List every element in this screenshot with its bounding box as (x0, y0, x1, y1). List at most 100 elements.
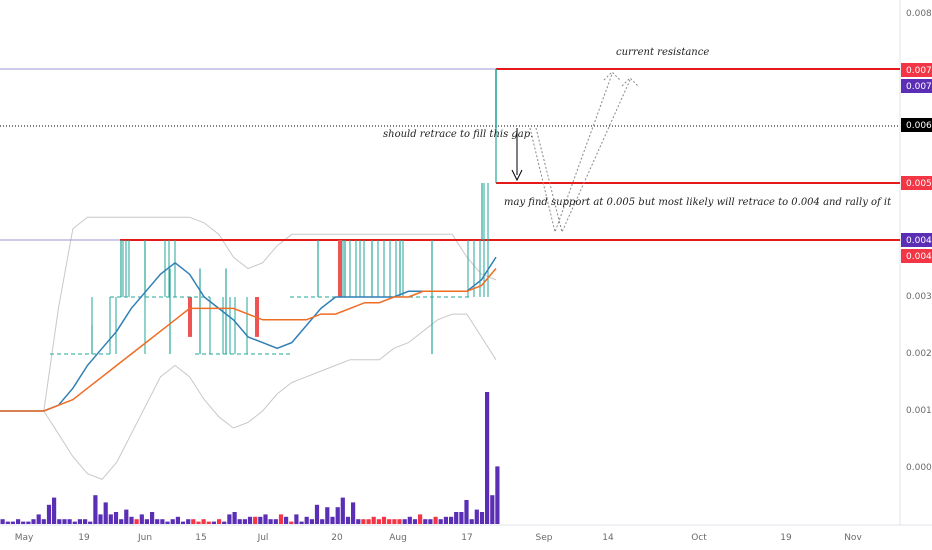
volume-bar (351, 502, 356, 524)
volume-bar (170, 519, 175, 524)
volume-bar (139, 514, 144, 524)
volume-bar (418, 514, 423, 524)
x-tick-label: Jun (137, 533, 152, 543)
volume-bar (284, 516, 289, 524)
volume-bar (438, 519, 443, 524)
x-tick-label: Oct (691, 533, 707, 543)
volume-bar (46, 504, 52, 524)
volume-bar (232, 512, 237, 524)
volume-bar (320, 519, 325, 524)
volume-bar (144, 519, 149, 524)
volume-bar (299, 521, 304, 524)
price-bar (188, 297, 192, 337)
y-tick-label: 0.000 (906, 463, 932, 473)
volume-bar (371, 516, 376, 524)
band-line (0, 313, 497, 480)
volume-bar (294, 514, 299, 524)
volume-bar (412, 519, 418, 524)
volume-bar (88, 521, 93, 524)
y-tick-label: 0.002 (906, 349, 932, 359)
volume-bar (186, 519, 191, 524)
x-tick-label: 17 (461, 533, 472, 543)
chart-annotation: current resistance (616, 47, 709, 58)
volume-bar (443, 516, 448, 524)
volume-bar (381, 516, 387, 524)
volume-bar (278, 514, 284, 524)
volume-bar (180, 521, 186, 524)
volume-bar (41, 519, 46, 524)
volume-bar (57, 519, 62, 524)
volume-bar (72, 521, 77, 524)
volume-bar (93, 495, 98, 524)
volume-bar (237, 519, 242, 524)
volume-bar (449, 516, 454, 524)
price-tag-label: 0.007 (906, 82, 932, 92)
moving-average-line (0, 256, 497, 412)
volume-bar (5, 521, 10, 524)
volume-bar (253, 516, 258, 524)
volume-bar (62, 519, 67, 524)
moving-average-line (0, 268, 497, 412)
volume-bar (175, 516, 180, 524)
y-tick-label: 0.003 (906, 292, 932, 302)
volume-bar (10, 521, 15, 524)
volume-bar (428, 519, 433, 524)
volume-bar (98, 514, 103, 524)
price-tag (901, 176, 932, 190)
volume-bar (304, 516, 309, 524)
volume-bar (392, 519, 397, 524)
volume-bar (459, 512, 464, 524)
volume-bar (469, 519, 474, 524)
volume-bar (83, 519, 88, 524)
volume-bar (490, 495, 495, 524)
x-tick-label: 19 (78, 533, 90, 543)
chart-annotation: should retrace to fill this gap. (383, 129, 533, 140)
volume-bar (206, 521, 211, 524)
volume-bar (325, 507, 330, 524)
volume-bar (129, 516, 134, 524)
volume-bar (119, 519, 124, 524)
volume-bar (330, 516, 335, 524)
volume-bar (464, 500, 469, 524)
volume-bar (289, 521, 294, 524)
volume-bar (77, 519, 82, 524)
volume-bar (454, 512, 459, 524)
price-tag-label: 0.004 (906, 252, 932, 262)
volume-bar (376, 519, 381, 524)
volume-bar (134, 519, 139, 524)
volume-bar (495, 466, 500, 524)
x-tick-label: 19 (780, 533, 792, 543)
volume-bar (402, 519, 407, 524)
x-tick-label: May (15, 533, 34, 543)
volume-bar (258, 516, 263, 524)
volume-bar (485, 392, 490, 524)
volume-bar (222, 521, 227, 524)
band-line (0, 216, 497, 412)
volume-bar (268, 519, 273, 524)
volume-bar (474, 509, 479, 524)
volume-bar (479, 512, 485, 524)
price-tag-label: 0.004 (906, 236, 932, 246)
volume-bar (273, 519, 278, 524)
volume-bar (31, 519, 36, 524)
volume-bar (423, 519, 428, 524)
volume-bar (21, 521, 26, 524)
price-tag-label: 0.006 (906, 121, 932, 131)
price-tag (901, 233, 932, 247)
x-tick-label: Jul (257, 533, 269, 543)
volume-bar (361, 519, 366, 524)
volume-bar (345, 516, 351, 524)
volume-bar (309, 519, 314, 524)
price-tag (901, 118, 932, 132)
volume-bar (16, 519, 21, 524)
price-tag (901, 249, 932, 263)
volume-bar (191, 519, 196, 524)
volume-bar (108, 514, 113, 524)
price-tag (901, 63, 932, 77)
volume-bar (433, 516, 438, 524)
volume-bar (335, 507, 340, 524)
price-bar (338, 240, 342, 297)
volume-bar (366, 519, 371, 524)
volume-bar (356, 519, 361, 524)
price-tag-label: 0.007 (906, 66, 932, 76)
